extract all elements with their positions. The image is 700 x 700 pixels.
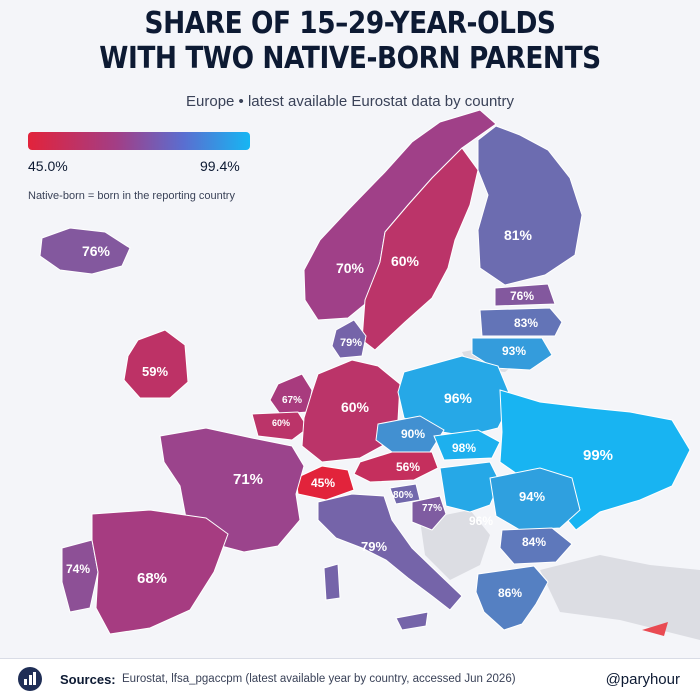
label-france: 71% <box>233 471 263 488</box>
bar-chart-logo-icon <box>18 667 42 691</box>
country-croatia <box>411 495 447 531</box>
label-portugal: 74% <box>66 562 90 576</box>
label-croatia: 77% <box>422 503 442 514</box>
label-estonia: 76% <box>510 289 534 303</box>
country-denmark <box>331 319 367 359</box>
label-romania: 94% <box>519 489 545 504</box>
label-iceland: 76% <box>82 243 111 259</box>
label-sweden: 60% <box>391 253 420 269</box>
label-netherlands: 67% <box>282 395 302 406</box>
label-norway: 70% <box>336 260 365 276</box>
country-latvia <box>479 307 563 337</box>
label-greece: 86% <box>498 586 522 600</box>
subtitle: Europe • latest available Eurostat data … <box>186 93 514 110</box>
label-hungary: 96% <box>469 514 493 528</box>
country-spain <box>91 509 229 635</box>
label-bulgaria: 84% <box>522 535 546 549</box>
country-austria <box>353 451 439 483</box>
label-slovakia: 98% <box>452 441 476 455</box>
sources-text: Eurostat, lfsa_pgaccpm (latest available… <box>122 673 516 685</box>
label-czechia: 90% <box>401 427 425 441</box>
country-slovakia <box>433 429 501 461</box>
country-sardinia <box>323 563 341 601</box>
country-balkans-nodata <box>420 510 490 580</box>
country-lithuania <box>471 337 553 371</box>
country-romania <box>489 467 581 531</box>
label-denmark: 79% <box>340 337 362 349</box>
label-finland: 81% <box>504 227 533 243</box>
country-finland <box>477 125 583 286</box>
label-switzerland: 45% <box>311 476 335 490</box>
legend-min-label: 45.0% <box>28 158 68 174</box>
label-spain: 68% <box>137 570 167 587</box>
country-italy <box>317 493 463 611</box>
country-netherlands <box>269 373 313 415</box>
country-hungary <box>439 461 501 513</box>
country-norway <box>303 109 497 321</box>
label-ukraine: 99% <box>583 447 613 464</box>
country-cyprus-nodata <box>642 622 668 636</box>
definition-note: Native-born = born in the reporting coun… <box>28 190 235 202</box>
country-switzerland <box>295 465 355 501</box>
page-title: SHARE OF 15–29-YEAR-OLDS WITH TWO NATIVE… <box>42 6 658 76</box>
label-poland: 96% <box>444 390 473 406</box>
label-germany: 60% <box>341 399 370 415</box>
label-latvia: 83% <box>514 316 538 330</box>
country-iceland <box>39 227 131 275</box>
label-lithuania: 93% <box>502 344 526 358</box>
color-legend: 45.0% 99.4% <box>28 132 268 174</box>
sources-label: Sources: <box>60 672 116 687</box>
value-labels: 76% 70% 60% 81% 76% 83% 93% 79% 59% 67% … <box>66 227 613 600</box>
country-sweden <box>361 147 479 351</box>
label-austria: 56% <box>396 460 420 474</box>
country-ireland <box>123 329 189 399</box>
country-greece <box>475 565 549 631</box>
country-germany <box>301 359 401 463</box>
legend-gradient-bar <box>28 132 250 150</box>
label-italy: 79% <box>361 539 387 554</box>
country-bulgaria <box>499 527 573 565</box>
title-line-2: WITH TWO NATIVE-BORN PARENTS <box>99 41 601 76</box>
legend-max-label: 99.4% <box>200 158 240 174</box>
country-turkey-nodata <box>540 555 700 640</box>
author-handle: @paryhour <box>605 671 680 688</box>
title-line-1: SHARE OF 15–29-YEAR-OLDS <box>144 6 556 41</box>
country-portugal <box>61 539 99 613</box>
label-slovenia: 80% <box>393 490 413 501</box>
country-sicily <box>395 611 429 631</box>
country-estonia <box>494 283 556 307</box>
label-ireland: 59% <box>142 364 168 379</box>
country-belgium <box>251 411 309 441</box>
label-belgium: 60% <box>272 418 290 428</box>
footer: Sources: Eurostat, lfsa_pgaccpm (latest … <box>0 658 700 700</box>
